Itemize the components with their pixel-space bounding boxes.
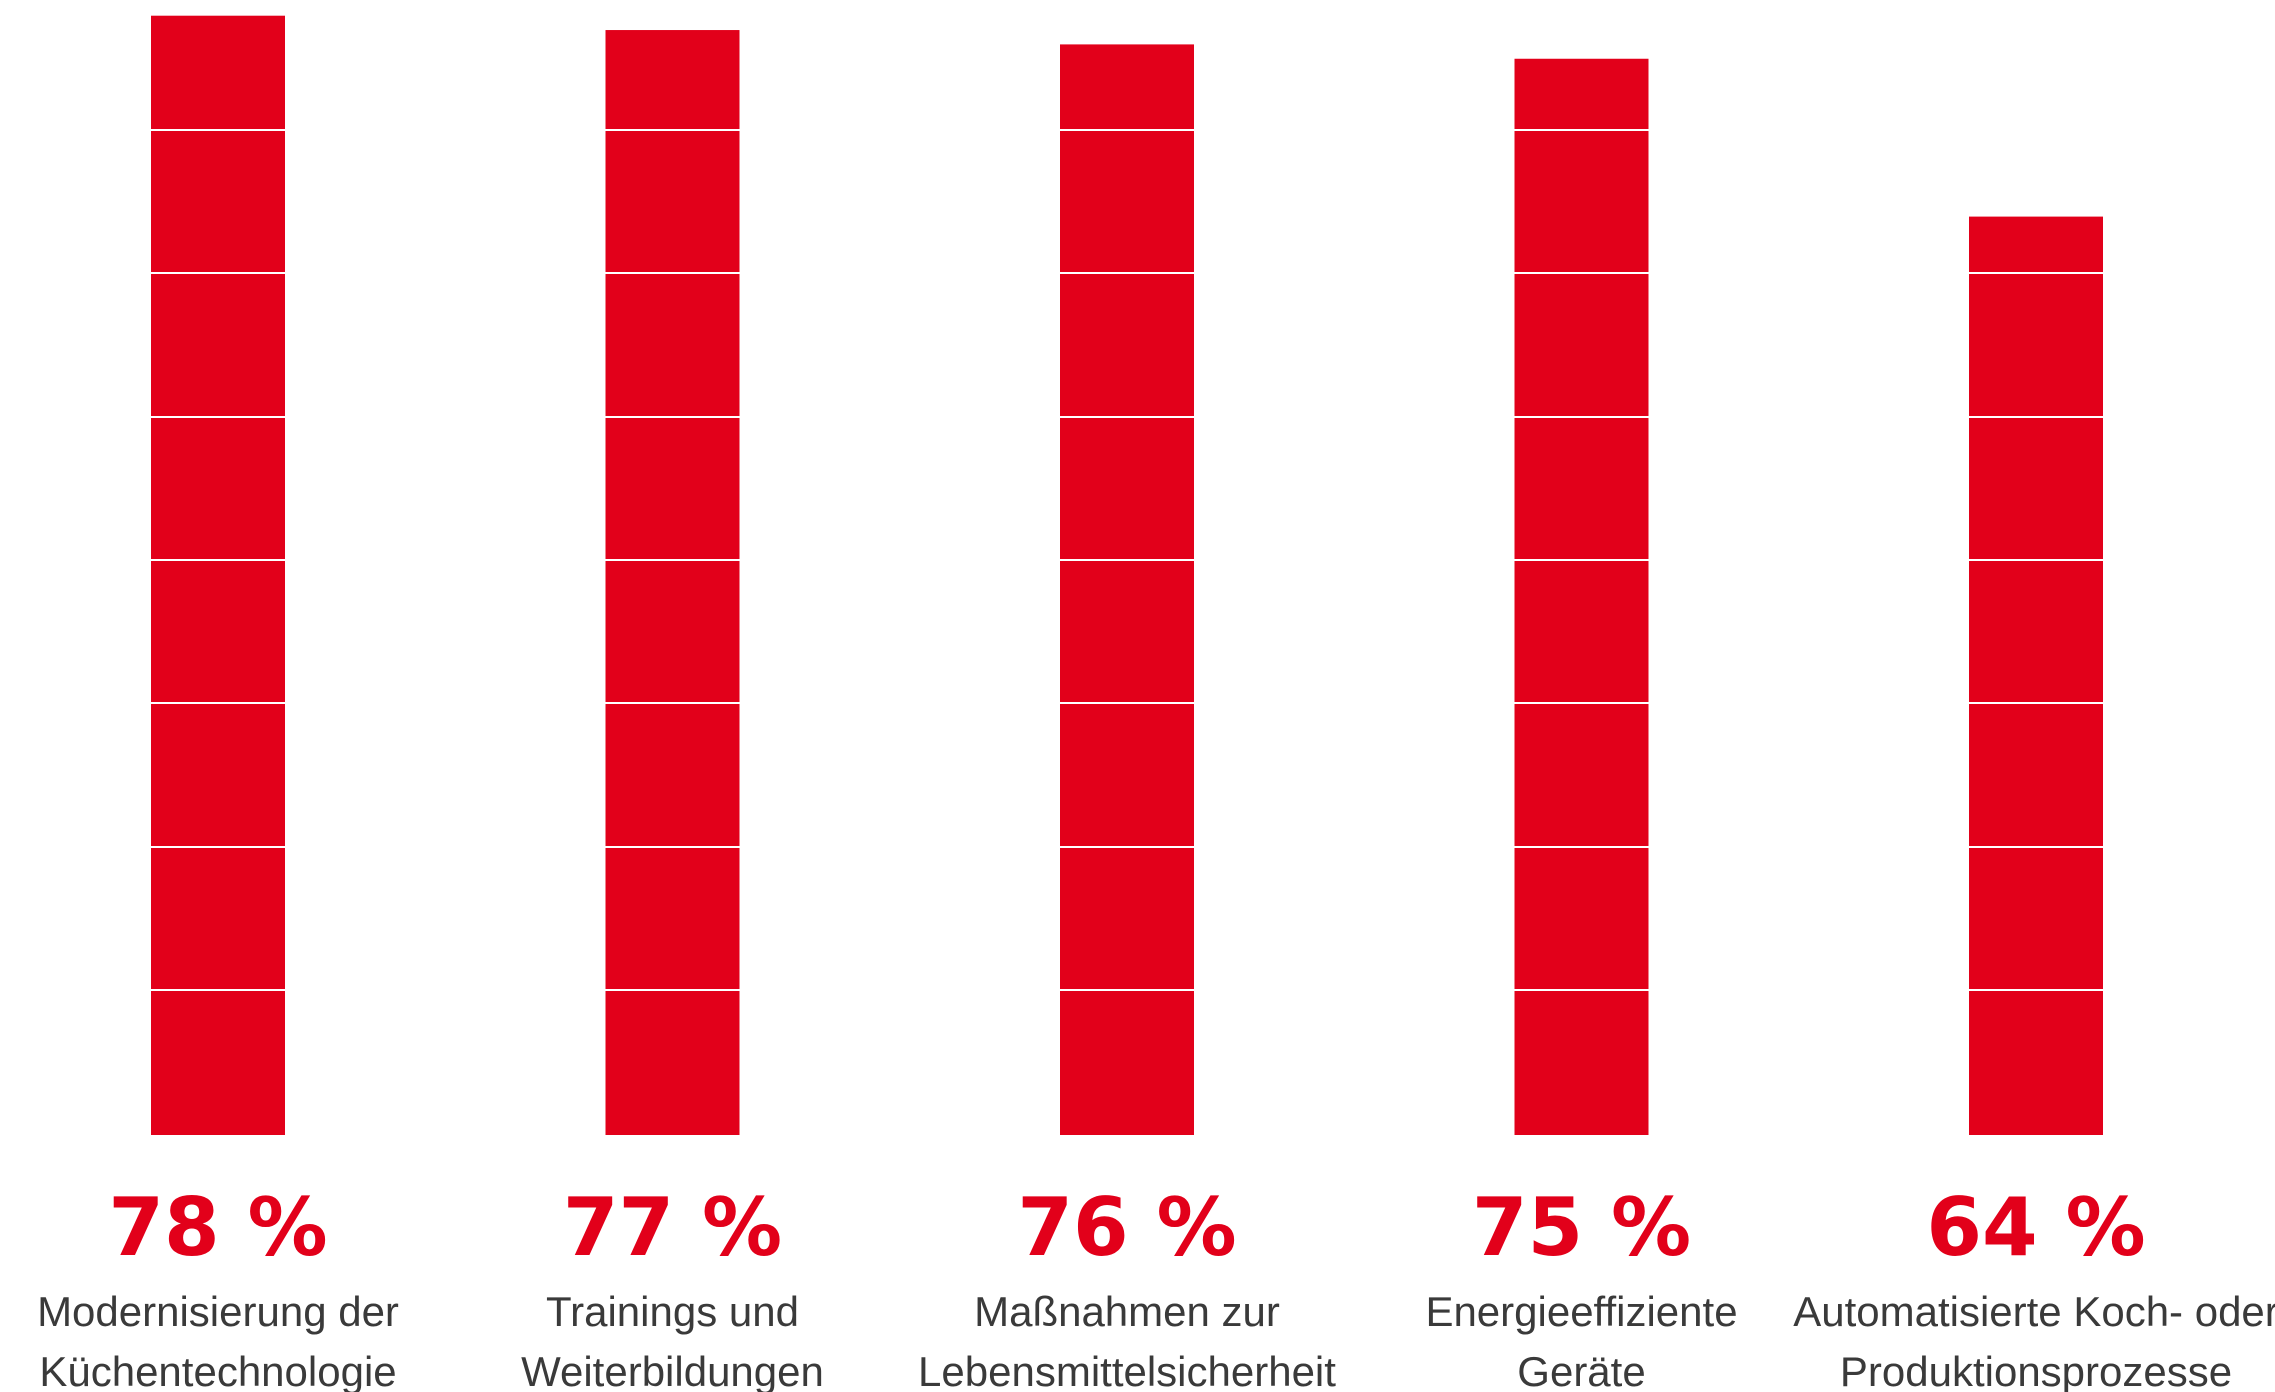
bar-2 [605, 30, 740, 1135]
segment-lines-group [151, 129, 2103, 991]
bar-5 [1969, 216, 2103, 1136]
value-label-5: 64 % [1926, 1181, 2145, 1274]
value-labels-group: 78 % 77 % 76 % 75 % 64 % [108, 1181, 2145, 1274]
category-label-5-line-1: Automatisierte Koch- oder [1793, 1288, 2275, 1335]
bars-group [151, 15, 2103, 1136]
category-label-5-line-2: Produktionsprozesse [1840, 1348, 2232, 1392]
value-label-3: 76 % [1017, 1181, 1236, 1274]
category-label-4-line-2: Geräte [1517, 1348, 1645, 1392]
category-label-4-line-1: Energieeffiziente [1425, 1288, 1737, 1335]
value-label-4: 75 % [1472, 1181, 1691, 1274]
category-label-1-line-2: Küchentechnologie [39, 1348, 396, 1392]
bar-1 [151, 15, 285, 1136]
category-label-1-line-1: Modernisierung der [37, 1288, 399, 1335]
bar-3 [1060, 44, 1194, 1135]
category-label-3-line-1: Maßnahmen zur [974, 1288, 1280, 1335]
bar-4 [1514, 58, 1649, 1135]
value-label-1: 78 % [108, 1181, 327, 1274]
category-label-2-line-1: Trainings und [546, 1288, 799, 1335]
value-label-2: 77 % [563, 1181, 782, 1274]
category-label-3-line-2: Lebensmittelsicherheit [918, 1348, 1336, 1392]
category-labels-group: Modernisierung der Küchentechnologie Train… [37, 1288, 2275, 1392]
category-label-2-line-2: Weiterbildungen [521, 1348, 824, 1392]
